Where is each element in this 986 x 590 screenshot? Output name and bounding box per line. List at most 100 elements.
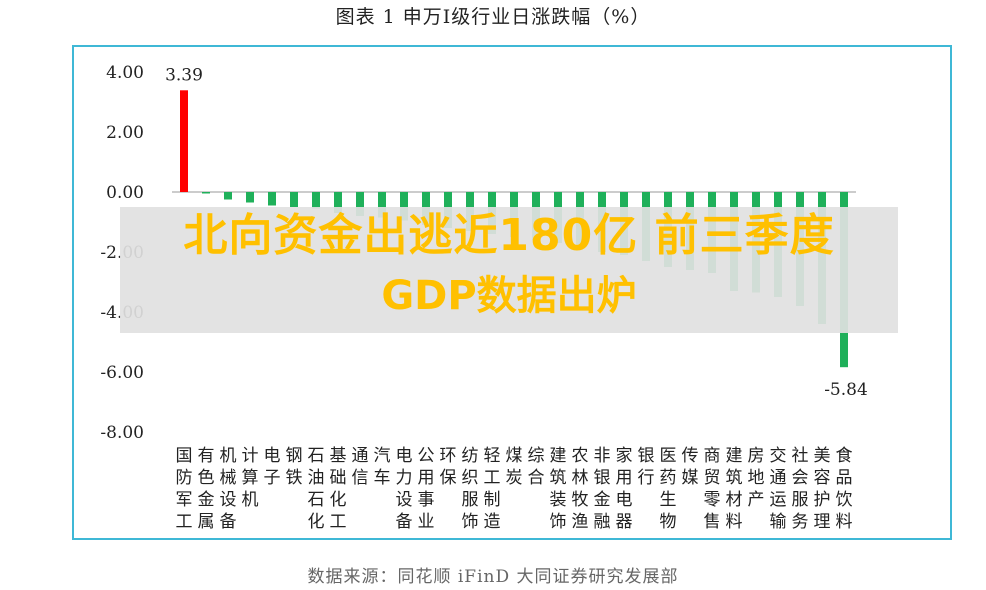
bar bbox=[400, 192, 408, 221]
x-category-label: 纺 bbox=[462, 446, 479, 466]
x-category-label: 材 bbox=[726, 490, 743, 510]
x-category-label: 事 bbox=[418, 490, 435, 510]
x-category-label: 物 bbox=[660, 512, 677, 532]
x-category-label: 料 bbox=[726, 512, 743, 532]
x-category-label: 食 bbox=[836, 446, 853, 466]
x-category-label: 饮 bbox=[836, 490, 853, 510]
x-category-label: 综 bbox=[528, 446, 545, 466]
x-category-label: 备 bbox=[220, 512, 237, 532]
x-category-label: 通 bbox=[770, 468, 787, 488]
x-category-label: 地 bbox=[748, 468, 765, 488]
x-category-label: 军 bbox=[176, 490, 193, 510]
x-category-label: 电 bbox=[396, 446, 413, 466]
x-category-label: 国 bbox=[176, 446, 193, 466]
x-category-label: 务 bbox=[792, 512, 809, 532]
x-category-label: 机 bbox=[220, 446, 237, 466]
x-category-label: 产 bbox=[748, 490, 765, 510]
x-category-label: 信 bbox=[352, 468, 369, 488]
x-category-label: 业 bbox=[418, 512, 435, 532]
x-category-label: 车 bbox=[374, 468, 391, 488]
x-category-label: 金 bbox=[594, 490, 611, 510]
x-category-label: 工 bbox=[330, 512, 347, 532]
y-tick-label: -8.00 bbox=[100, 423, 144, 443]
x-category-label: 品 bbox=[836, 468, 853, 488]
x-category-label: 银 bbox=[594, 468, 611, 488]
x-category-label: 化 bbox=[330, 490, 347, 510]
x-category-label: 容 bbox=[814, 468, 831, 488]
x-category-label: 饰 bbox=[550, 512, 567, 532]
x-category-label: 机 bbox=[242, 490, 259, 510]
x-category-label: 轻 bbox=[484, 446, 501, 466]
x-category-label: 有 bbox=[198, 446, 215, 466]
x-category-label: 服 bbox=[462, 490, 479, 510]
x-category-label: 油 bbox=[308, 468, 325, 488]
x-category-label: 煤 bbox=[506, 446, 523, 466]
x-category-label: 护 bbox=[814, 490, 831, 510]
x-category-label: 输 bbox=[770, 512, 787, 532]
x-category-label: 房 bbox=[748, 446, 765, 466]
x-category-label: 备 bbox=[396, 512, 413, 532]
x-category-label: 工 bbox=[484, 468, 501, 488]
bar bbox=[312, 192, 320, 209]
x-category-label: 售 bbox=[704, 512, 721, 532]
bar bbox=[268, 192, 276, 206]
bar bbox=[246, 192, 254, 203]
bar bbox=[378, 192, 386, 218]
x-category-label: 理 bbox=[814, 512, 831, 532]
x-category-label: 运 bbox=[770, 490, 787, 510]
x-category-label: 零 bbox=[704, 490, 721, 510]
headline-line-1: 北向资金出逃近180亿 前三季度 bbox=[183, 210, 835, 261]
x-category-label: 电 bbox=[616, 490, 633, 510]
figure-title: 图表 1 申万I级行业日涨跌幅（%） bbox=[335, 6, 651, 28]
x-category-label: 金 bbox=[198, 490, 215, 510]
x-category-label: 公 bbox=[418, 446, 435, 466]
x-category-label: 传 bbox=[682, 446, 699, 466]
x-category-label: 筑 bbox=[726, 468, 743, 488]
x-category-label: 电 bbox=[264, 446, 281, 466]
bar bbox=[180, 90, 188, 192]
x-category-label: 石 bbox=[308, 490, 325, 510]
x-category-label: 钢 bbox=[286, 446, 303, 466]
x-category-label: 炭 bbox=[506, 468, 523, 488]
x-category-label: 础 bbox=[330, 468, 347, 488]
data-label: 3.39 bbox=[165, 65, 203, 85]
x-category-label: 筑 bbox=[550, 468, 567, 488]
x-category-label: 计 bbox=[242, 446, 259, 466]
x-category-label: 家 bbox=[616, 446, 633, 466]
x-category-label: 保 bbox=[440, 468, 457, 488]
x-category-label: 交 bbox=[770, 446, 787, 466]
x-category-label: 设 bbox=[396, 490, 413, 510]
bar bbox=[202, 192, 210, 194]
x-category-label: 色 bbox=[198, 468, 215, 488]
x-category-label: 建 bbox=[726, 446, 743, 466]
x-category-label: 力 bbox=[396, 468, 413, 488]
x-category-label: 属 bbox=[198, 512, 215, 532]
x-category-label: 渔 bbox=[572, 512, 589, 532]
x-category-label: 医 bbox=[660, 446, 677, 466]
x-category-label: 用 bbox=[418, 468, 435, 488]
x-category-label: 银 bbox=[638, 446, 655, 466]
x-category-label: 环 bbox=[440, 446, 457, 466]
x-category-label: 汽 bbox=[374, 446, 391, 466]
x-category-label: 社 bbox=[792, 446, 809, 466]
x-category-label: 织 bbox=[462, 468, 479, 488]
x-category-label: 制 bbox=[484, 490, 501, 510]
x-category-label: 造 bbox=[484, 512, 501, 532]
x-category-label: 工 bbox=[176, 512, 193, 532]
y-tick-label: 0.00 bbox=[106, 183, 144, 203]
x-category-label: 铁 bbox=[286, 468, 303, 488]
x-category-label: 械 bbox=[220, 468, 237, 488]
x-category-label: 药 bbox=[660, 468, 677, 488]
bar bbox=[356, 192, 364, 216]
x-category-label: 料 bbox=[836, 512, 853, 532]
x-category-label: 会 bbox=[792, 468, 809, 488]
x-category-label: 化 bbox=[308, 512, 325, 532]
headline-line-2: GDP数据出炉 bbox=[381, 273, 637, 319]
x-category-label: 设 bbox=[220, 490, 237, 510]
x-category-label: 器 bbox=[616, 512, 633, 532]
x-category-label: 商 bbox=[704, 446, 721, 466]
x-category-label: 生 bbox=[660, 490, 677, 510]
bar bbox=[224, 192, 232, 200]
x-category-label: 石 bbox=[308, 446, 325, 466]
x-category-label: 通 bbox=[352, 446, 369, 466]
